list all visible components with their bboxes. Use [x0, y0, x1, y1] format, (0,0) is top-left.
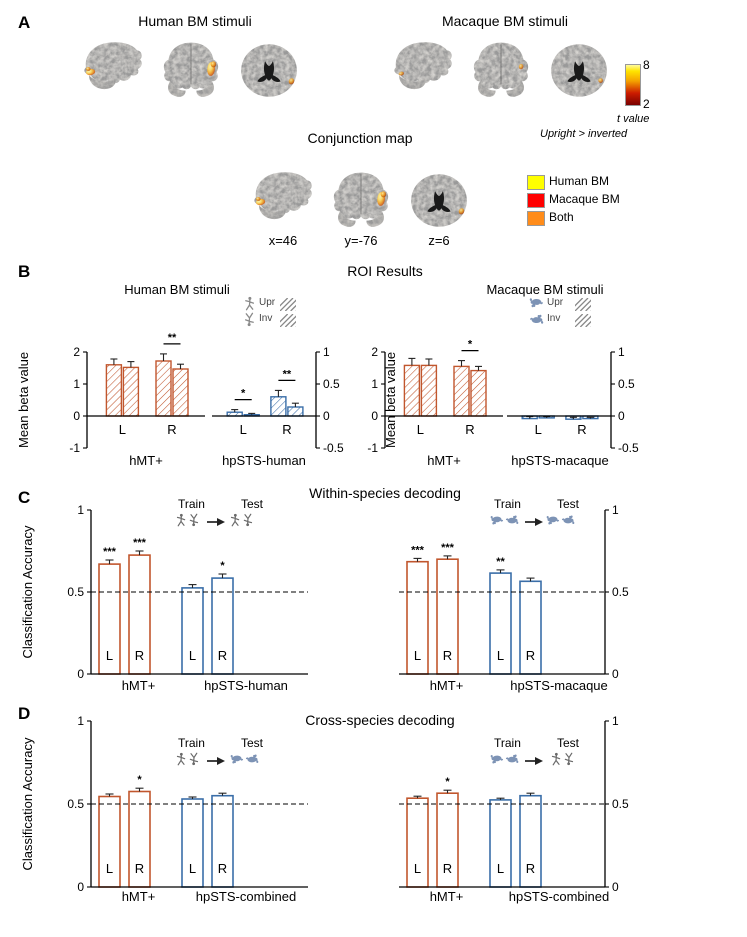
svg-text:*: * [137, 774, 142, 786]
svg-text:0: 0 [323, 409, 330, 423]
svg-text:R: R [282, 422, 291, 437]
svg-text:L: L [417, 422, 424, 437]
svg-text:L: L [414, 648, 421, 663]
svg-text:2: 2 [371, 345, 378, 359]
svg-text:L: L [119, 422, 126, 437]
svg-text:R: R [218, 648, 227, 663]
svg-text:0: 0 [77, 667, 84, 681]
svg-text:1: 1 [73, 377, 80, 391]
svg-text:1: 1 [612, 714, 619, 728]
svg-text:L: L [497, 648, 504, 663]
svg-text:1: 1 [323, 345, 330, 359]
svg-text:*: * [220, 560, 225, 572]
svg-text:1: 1 [618, 345, 625, 359]
svg-text:0: 0 [73, 409, 80, 423]
svg-text:L: L [189, 861, 196, 876]
svg-text:-0.5: -0.5 [323, 441, 344, 455]
svg-text:1: 1 [612, 503, 619, 517]
svg-text:L: L [106, 648, 113, 663]
svg-text:0.5: 0.5 [612, 585, 629, 599]
svg-text:L: L [106, 861, 113, 876]
svg-text:0: 0 [77, 880, 84, 894]
svg-text:***: *** [133, 537, 147, 549]
svg-text:***: *** [103, 546, 117, 558]
svg-text:L: L [414, 861, 421, 876]
svg-text:R: R [218, 861, 227, 876]
svg-text:***: *** [411, 544, 425, 556]
svg-text:R: R [577, 422, 586, 437]
svg-text:L: L [240, 422, 247, 437]
svg-text:0.5: 0.5 [323, 377, 340, 391]
svg-text:**: ** [168, 332, 177, 344]
svg-text:-1: -1 [69, 441, 80, 455]
svg-text:2: 2 [73, 345, 80, 359]
svg-text:***: *** [441, 542, 455, 554]
svg-text:1: 1 [77, 503, 84, 517]
svg-text:0.5: 0.5 [612, 797, 629, 811]
svg-text:0: 0 [371, 409, 378, 423]
svg-text:R: R [465, 422, 474, 437]
svg-text:*: * [445, 776, 450, 788]
svg-text:L: L [535, 422, 542, 437]
svg-text:R: R [443, 648, 452, 663]
svg-text:*: * [468, 339, 473, 351]
svg-text:**: ** [496, 556, 505, 568]
svg-text:L: L [497, 861, 504, 876]
svg-text:0: 0 [618, 409, 625, 423]
svg-text:-1: -1 [367, 441, 378, 455]
svg-text:0.5: 0.5 [67, 585, 84, 599]
svg-text:0.5: 0.5 [618, 377, 635, 391]
svg-text:*: * [241, 388, 246, 400]
svg-text:**: ** [283, 368, 292, 380]
svg-text:1: 1 [371, 377, 378, 391]
svg-text:L: L [189, 648, 196, 663]
svg-text:R: R [526, 861, 535, 876]
svg-text:0.5: 0.5 [67, 797, 84, 811]
svg-text:R: R [135, 648, 144, 663]
svg-text:1: 1 [77, 714, 84, 728]
svg-text:R: R [167, 422, 176, 437]
svg-text:R: R [443, 861, 452, 876]
svg-text:R: R [135, 861, 144, 876]
svg-text:R: R [526, 648, 535, 663]
